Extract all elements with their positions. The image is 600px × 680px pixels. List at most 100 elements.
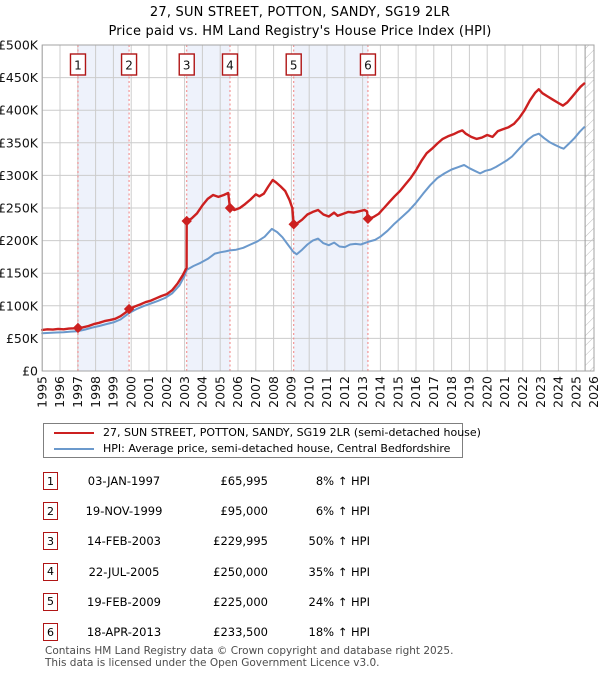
x-tick-label: 2000 <box>123 376 138 408</box>
x-tick-label: 1996 <box>52 376 67 408</box>
x-tick-label: 2015 <box>390 376 405 408</box>
table-row: 2 19-NOV-1999 £95,000 6% ↑ HPI <box>0 496 600 526</box>
y-tick-label: £100K <box>0 298 39 313</box>
sale-number-box <box>69 53 87 76</box>
legend: 27, SUN STREET, POTTON, SANDY, SG19 2LR … <box>43 423 481 458</box>
x-tick-label: 2019 <box>462 376 477 408</box>
y-tick-label: £0 <box>22 364 38 379</box>
y-tick-label: £350K <box>0 135 39 150</box>
y-tick-label: £450K <box>0 70 39 85</box>
x-tick-label: 2021 <box>497 376 512 408</box>
sale-marker-diamond <box>72 322 84 334</box>
property-line-swatch <box>54 431 94 434</box>
footer: Contains HM Land Registry data © Crown c… <box>45 645 453 670</box>
sale-marker-diamond <box>288 219 299 230</box>
price-line <box>41 82 586 332</box>
x-tick-label: 1995 <box>34 376 49 408</box>
x-tick-label: 2024 <box>551 376 566 408</box>
x-tick-label: 2002 <box>159 376 174 408</box>
row-date: 22-JUL-2005 <box>88 564 160 579</box>
sale-number-box <box>178 53 195 76</box>
hpi-line <box>41 126 586 335</box>
x-tick-label: 1998 <box>88 376 103 408</box>
table-row: 6 18-APR-2013 £233,500 18% ↑ HPI <box>0 617 600 647</box>
row-delta: 24% ↑ HPI <box>308 594 370 609</box>
x-tick-label: 2003 <box>177 376 192 408</box>
sale-number-label: 1 <box>74 59 82 73</box>
legend-item-hpi: HPI: Average price, semi-detached house,… <box>54 442 462 455</box>
plot-border <box>41 44 595 372</box>
footer-line-2: This data is licensed under the Open Gov… <box>45 657 380 670</box>
row-price: £250,000 <box>213 564 268 579</box>
row-date: 19-FEB-2009 <box>87 594 161 609</box>
sale-number-box <box>359 53 377 76</box>
row-number-badge: 5 <box>43 592 58 611</box>
x-tick-label: 2005 <box>212 376 227 408</box>
table-row: 1 03-JAN-1997 £65,995 8% ↑ HPI <box>0 466 600 496</box>
row-number-badge: 4 <box>43 562 58 581</box>
x-tick-label: 2013 <box>355 376 370 408</box>
x-tick-label: 2018 <box>444 376 459 408</box>
row-number-badge: 1 <box>43 472 58 491</box>
row-delta: 18% ↑ HPI <box>308 625 370 640</box>
x-tick-label: 2010 <box>301 376 316 408</box>
y-tick-label: £200K <box>0 233 39 248</box>
row-date: 18-APR-2013 <box>86 625 162 640</box>
sale-number-label: 3 <box>183 59 191 73</box>
sale-number-box <box>120 53 138 76</box>
row-delta: 35% ↑ HPI <box>308 564 370 579</box>
x-tick-label: 2017 <box>426 376 441 408</box>
table-row: 4 22-JUL-2005 £250,000 35% ↑ HPI <box>0 557 600 587</box>
x-tick-label: 2014 <box>373 376 388 408</box>
y-tick-label: £500K <box>0 38 39 53</box>
x-tick-label: 2011 <box>319 376 334 408</box>
row-date: 14-FEB-2003 <box>87 534 161 549</box>
legend-label-property: 27, SUN STREET, POTTON, SANDY, SG19 2LR … <box>103 426 481 439</box>
row-date: 03-JAN-1997 <box>87 474 161 489</box>
y-tick-label: £50K <box>6 331 39 346</box>
sale-marker-diamond <box>181 215 192 227</box>
sale-number-box <box>285 53 302 76</box>
sale-number-label: 6 <box>364 59 372 73</box>
sale-number-label: 5 <box>290 59 298 73</box>
x-tick-label: 2004 <box>195 376 210 408</box>
row-delta: 6% ↑ HPI <box>315 504 370 519</box>
row-number-badge: 3 <box>43 532 58 551</box>
sale-marker-diamond <box>123 303 135 315</box>
row-number-badge: 2 <box>43 502 58 521</box>
x-tick-label: 2006 <box>230 376 245 408</box>
row-price: £95,000 <box>220 504 268 519</box>
y-tick-label: £150K <box>0 266 39 281</box>
page-title: 27, SUN STREET, POTTON, SANDY, SG19 2LR <box>149 5 451 20</box>
y-tick-label: £400K <box>0 103 39 118</box>
row-price: £65,995 <box>220 474 268 489</box>
row-price: £225,000 <box>213 594 268 609</box>
x-tick-label: 2023 <box>533 376 548 408</box>
x-tick-label: 2012 <box>337 376 352 408</box>
x-tick-label: 2025 <box>568 376 583 408</box>
x-tick-label: 2001 <box>141 376 156 408</box>
sale-number-label: 4 <box>226 59 234 73</box>
x-tick-label: 2007 <box>248 376 263 408</box>
footer-line-1: Contains HM Land Registry data © Crown c… <box>45 645 454 657</box>
table-row: 5 19-FEB-2009 £225,000 24% ↑ HPI <box>0 587 600 617</box>
sales-table: 1 03-JAN-1997 £65,995 8% ↑ HPI 2 19-NOV-1999 £… <box>0 466 600 647</box>
sale-marker-diamond <box>362 213 374 224</box>
chart-canvas: 1 2 3 4 5 6 £0 £50K £100K £150K £200K £250K £300K £35… <box>0 38 600 408</box>
legend-label-hpi: HPI: Average price, semi-detached house,… <box>103 442 451 455</box>
row-delta: 50% ↑ HPI <box>308 534 370 549</box>
y-tick-label: £300K <box>0 168 39 183</box>
sale-number-label: 2 <box>125 59 133 73</box>
x-tick-label: 2008 <box>266 376 281 408</box>
table-row: 3 14-FEB-2003 £229,995 50% ↑ HPI <box>0 526 600 556</box>
legend-item-property: 27, SUN STREET, POTTON, SANDY, SG19 2LR … <box>54 426 481 439</box>
future-hatch <box>585 45 594 371</box>
x-tick-label: 2020 <box>479 376 494 408</box>
x-tick-label: 2009 <box>284 376 299 408</box>
x-tick-label: 2016 <box>408 376 423 408</box>
hpi-line-swatch <box>54 447 94 450</box>
row-delta: 8% ↑ HPI <box>315 474 370 489</box>
x-tick-label: 1999 <box>106 376 121 408</box>
x-tick-label: 2026 <box>586 376 600 408</box>
x-tick-label: 1997 <box>70 376 85 408</box>
